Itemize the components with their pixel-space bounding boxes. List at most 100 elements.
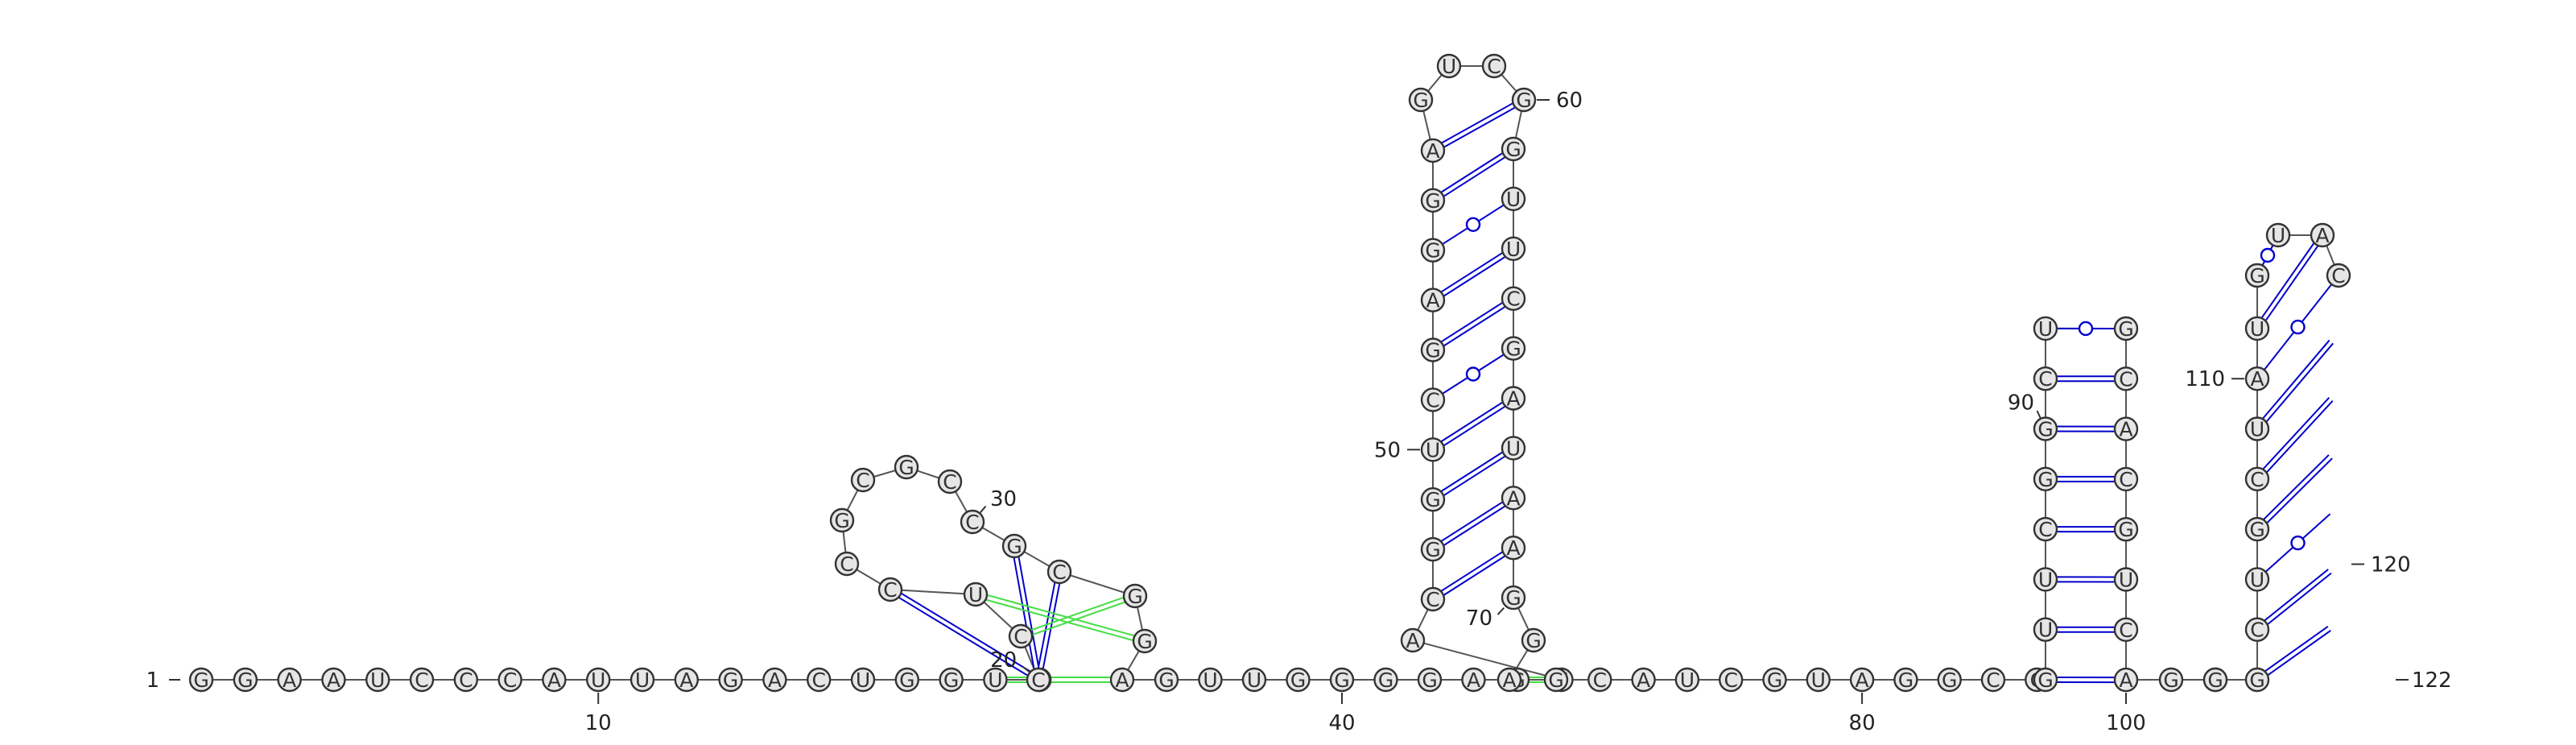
- nucleotide-86: U: [2033, 617, 2058, 642]
- nucleotide-letter: G: [1525, 629, 1541, 652]
- nucleotide-circle: [937, 469, 963, 495]
- nucleotide-111: U: [2244, 316, 2270, 341]
- nucleotide-circle: [497, 667, 522, 693]
- base-pair-line: [2263, 454, 2330, 520]
- nucleotide-letter: A: [1115, 668, 1129, 692]
- nucleotide-letter: G: [899, 668, 914, 692]
- nucleotide-letter: C: [965, 511, 979, 534]
- nucleotide-92: U: [2033, 316, 2058, 341]
- nucleotide-circle: [762, 667, 787, 693]
- label-tick: [2036, 410, 2041, 419]
- base-pair-line: [2267, 629, 2331, 677]
- nucleotide-65: G: [1501, 336, 1526, 361]
- nucleotide-circle: [1420, 337, 1446, 362]
- nucleotide-104: G: [2244, 667, 2270, 693]
- nucleotide-27: C: [850, 467, 876, 493]
- nucleotide-circle: [1501, 536, 1526, 561]
- nucleotide-88: C: [2033, 516, 2058, 542]
- position-label-70: 70: [1466, 606, 1492, 631]
- nucleotide-93: G: [2113, 316, 2139, 341]
- nucleotide-circle: [2033, 617, 2058, 642]
- nucleotide-41: G: [1373, 667, 1398, 693]
- nucleotide-78: G: [1762, 667, 1787, 693]
- nucleotide-34: G: [1132, 628, 1158, 654]
- nucleotide-37: U: [1198, 667, 1223, 693]
- nucleotide-letter: C: [1986, 668, 2000, 692]
- nucleotide-letter: G: [943, 668, 959, 692]
- nucleotide-letter: G: [1422, 668, 1437, 692]
- nucleotide-letter: C: [503, 668, 517, 692]
- nucleotide-67: U: [1501, 436, 1526, 461]
- nucleotide-circle: [807, 667, 832, 693]
- base-pair-line: [1443, 256, 1506, 297]
- nucleotide-circle: [1408, 87, 1434, 113]
- nucleotide-letter: A: [1637, 668, 1650, 692]
- nucleotide-circle: [188, 667, 214, 693]
- nucleotide-32: C: [1046, 559, 1072, 585]
- nucleotide-circle: [2310, 222, 2335, 248]
- nucleotide-circle: [542, 667, 567, 693]
- position-label-30: 30: [990, 487, 1017, 511]
- nucleotide-115: C: [2326, 263, 2351, 288]
- nucleotide-circle: [963, 582, 989, 607]
- nucleotide-letter: G: [1767, 668, 1782, 692]
- nucleotide-letter: G: [1413, 89, 1428, 112]
- position-labels: 1 122 10 20 30 40 50 60 70 80 90 100 110 120: [146, 89, 2451, 735]
- base-pair-line: [1440, 301, 1504, 343]
- nucleotide-113: U: [2265, 222, 2291, 248]
- nucleotide-circle: [1420, 138, 1446, 163]
- nucleotide-circle: [2113, 466, 2139, 492]
- base-pair-line: [898, 596, 1030, 677]
- nucleotide-circle: [1521, 627, 1546, 653]
- nucleotide-95: A: [2113, 416, 2139, 441]
- nucleotide-72: A: [1496, 667, 1522, 693]
- nucleotide-circle: [2202, 667, 2228, 693]
- nucleotide-76: U: [1674, 667, 1700, 693]
- nucleotide-letter: C: [2250, 468, 2264, 491]
- label-tick: [980, 505, 987, 513]
- base-pair-line: [2265, 342, 2334, 423]
- nucleotide-circle: [2033, 667, 2058, 693]
- nucleotide-circle: [850, 667, 876, 693]
- base-pair-line: [1440, 551, 1504, 592]
- base-pair-line: [2260, 242, 2315, 319]
- nucleotide-letter: U: [2119, 569, 2133, 592]
- nucleotide-letter: G: [834, 509, 849, 532]
- nucleotide-83: C: [1980, 667, 2006, 693]
- nucleotide-letter: C: [943, 470, 956, 494]
- base-pair-line: [1443, 305, 1506, 347]
- nucleotide-letter: U: [988, 668, 1002, 692]
- nucleotide-letter: U: [2271, 224, 2285, 247]
- nucleotide-circle: [1420, 238, 1446, 263]
- nucleotide-100: A: [2113, 667, 2139, 693]
- nucleotide-69: A: [1501, 536, 1526, 561]
- nucleotide-letter: U: [1506, 188, 1521, 211]
- nucleotide-letter: A: [1406, 629, 1419, 652]
- nucleotide-31: G: [1001, 533, 1027, 559]
- nucleotide-circle: [1001, 533, 1027, 559]
- nucleotide-2: G: [233, 667, 258, 693]
- nucleotide-103: G: [2202, 667, 2228, 693]
- nucleotide-circle: [960, 509, 985, 535]
- nucleotide-letter: G: [1516, 89, 1531, 112]
- nucleotide-53: A: [1420, 288, 1446, 312]
- nucleotide-circle: [1501, 486, 1526, 511]
- nucleotide-82: G: [1937, 667, 1962, 693]
- nucleotide-circle: [1420, 387, 1446, 412]
- base-pair-line: [2262, 396, 2330, 470]
- nucleotide-circle: [1980, 667, 2006, 693]
- base-pair-line: [1440, 401, 1504, 443]
- base-pair-line: [1443, 405, 1506, 447]
- base-pair-line: [2264, 626, 2329, 673]
- nucleotide-110: A: [2244, 366, 2270, 391]
- nucleotide-49: G: [1420, 487, 1446, 512]
- nucleotide-circle: [2244, 617, 2270, 642]
- nucleotide-letter: G: [1505, 337, 1521, 361]
- nucleotide-letter: C: [2250, 619, 2264, 642]
- nucleotide-68: A: [1501, 486, 1526, 511]
- nucleotide-1: G: [188, 667, 214, 693]
- pseudoknot-pair-line: [985, 598, 1133, 642]
- nucleotide-letter: C: [2119, 367, 2132, 391]
- nucleotide-letter: A: [1426, 289, 1439, 312]
